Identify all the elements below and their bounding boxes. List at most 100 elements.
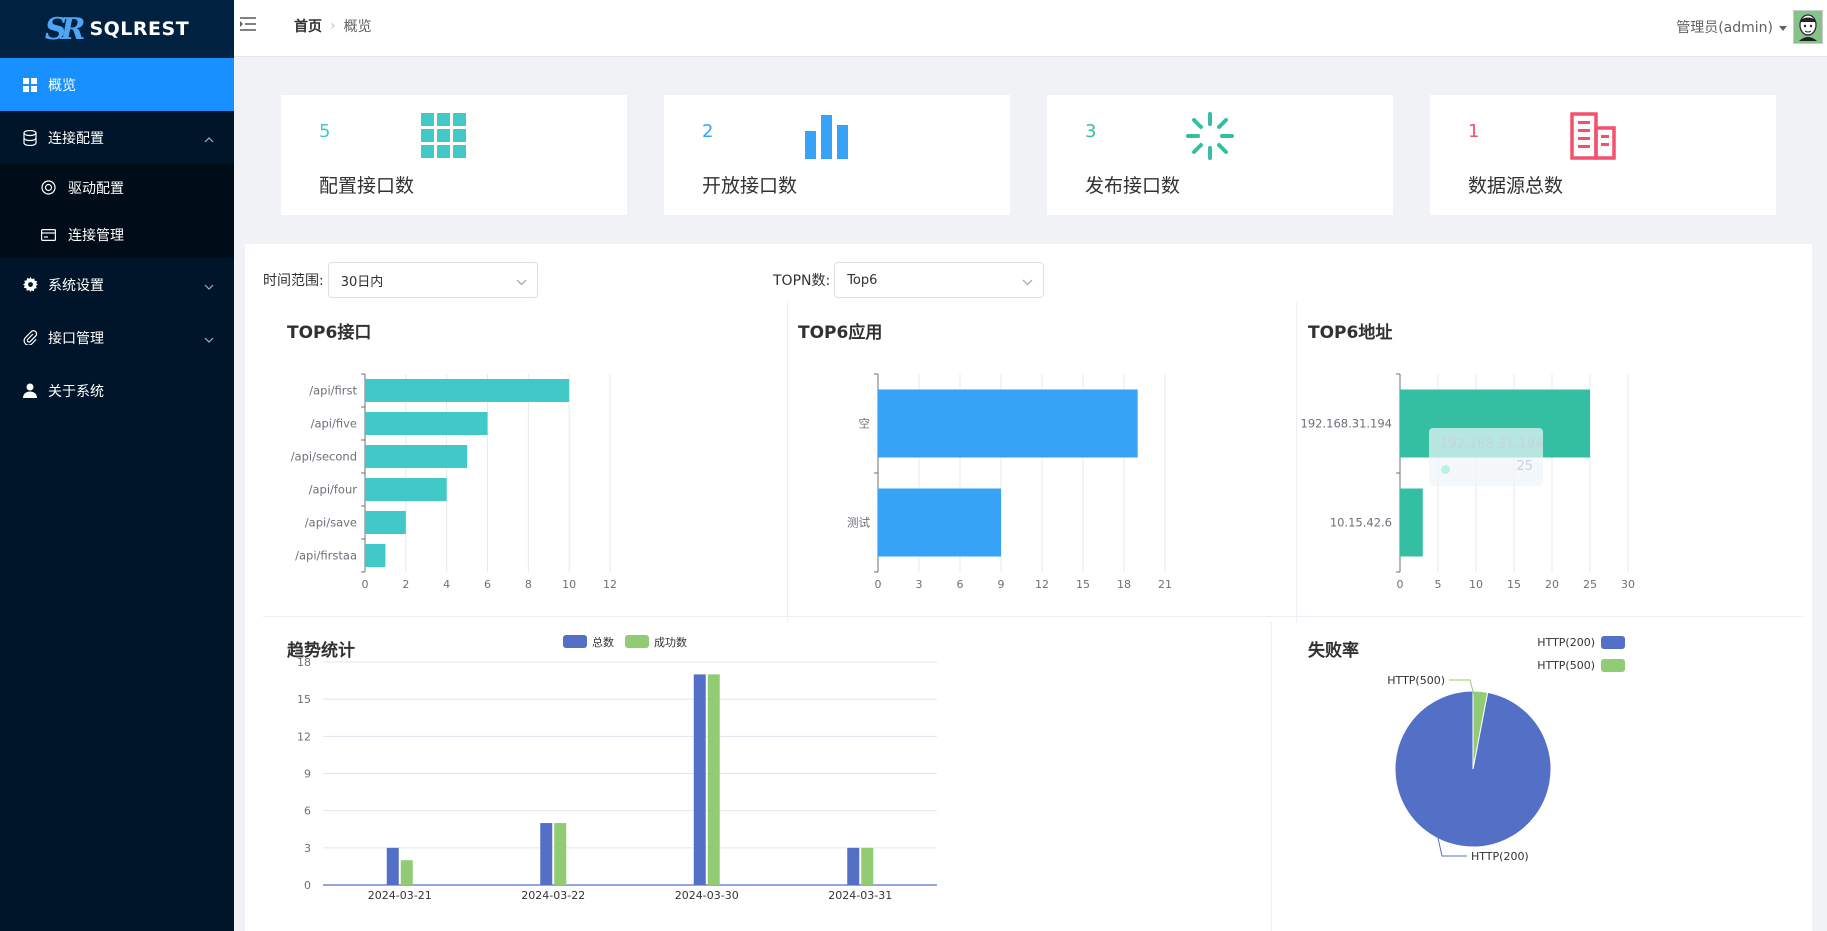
chevron-down-icon	[204, 331, 214, 347]
y-tick-label: 15	[297, 693, 311, 706]
y-tick-label: 空	[859, 417, 871, 431]
chart-title-top-addr: TOP6地址	[1308, 323, 1393, 343]
x-tick-label: 15	[1507, 578, 1521, 591]
sidebar-item-connection-config[interactable]: 连接配置	[0, 111, 234, 164]
top-addr-chart: 0 5 10 15 20 25 30 192.168.31.194 10.15.42.6	[1301, 373, 1635, 591]
topn-value: Top6	[847, 272, 878, 288]
breadcrumb-home[interactable]: 首页	[294, 19, 322, 35]
stat-card-open-apis: 2 开放接口数	[664, 95, 1010, 215]
breadcrumb-current: 概览	[343, 19, 372, 35]
x-tick-label: 4	[443, 578, 450, 591]
logo-mark: SR	[44, 11, 86, 47]
app-name: SQLREST	[89, 18, 190, 40]
pie-label: HTTP(500)	[1387, 674, 1445, 687]
top-api-chart: 0 2 4 6 8 10 12/api/first/api/five/api/second /…	[291, 373, 617, 591]
divider	[1296, 302, 1297, 622]
sidebar-item-label: 驱动配置	[68, 180, 124, 197]
y-tick-label: 18	[297, 656, 311, 669]
y-tick-label: /api/four	[309, 483, 358, 497]
x-tick-label: 25	[1583, 578, 1597, 591]
stat-value: 3	[1085, 121, 1097, 142]
bar	[1400, 488, 1423, 557]
bar	[400, 860, 413, 885]
time-range-label: 时间范围:	[263, 273, 324, 289]
sidebar-item-label: 系统设置	[48, 277, 104, 294]
legend-label: 成功数	[654, 636, 687, 649]
legend-label: HTTP(500)	[1537, 659, 1595, 672]
stat-label: 发布接口数	[1085, 175, 1181, 197]
y-tick-label: /api/five	[311, 417, 357, 431]
x-tick-label: 9	[998, 578, 1005, 591]
sidebar-item-label: 连接配置	[48, 130, 104, 147]
x-tick-label: 8	[525, 578, 532, 591]
x-tick-label: 20	[1545, 578, 1559, 591]
y-tick-label: 3	[304, 842, 311, 855]
topn-label: TOPN数:	[773, 273, 831, 289]
time-range-filter: 时间范围: 30日内	[263, 262, 538, 298]
y-tick-label: 0	[304, 879, 311, 892]
x-tick-label: 30	[1621, 578, 1635, 591]
sidebar-item-label: 接口管理	[48, 330, 104, 347]
bar	[693, 674, 706, 885]
bar	[878, 389, 1138, 458]
y-tick-label: /api/firstaa	[295, 549, 357, 563]
user-menu[interactable]: 管理员(admin)	[1676, 10, 1823, 44]
x-tick-label: 0	[1397, 578, 1404, 591]
x-tick-label: 6	[484, 578, 491, 591]
x-tick-label: 0	[362, 578, 369, 591]
bar	[365, 544, 386, 567]
stat-card-datasources: 1 数据源总数	[1430, 95, 1776, 215]
bar	[847, 847, 860, 885]
divider	[263, 616, 1803, 617]
y-tick-label: 测试	[847, 516, 870, 530]
app-logo[interactable]: SR SQLREST	[0, 0, 234, 58]
building-icon	[1570, 112, 1616, 160]
sidebar-item-about[interactable]: 关于系统	[0, 364, 234, 417]
user-name: 管理员(admin)	[1676, 20, 1773, 36]
x-tick-label: 12	[1035, 578, 1049, 591]
x-tick-label: 6	[957, 578, 964, 591]
dashboard-icon	[22, 77, 38, 93]
divider	[1271, 622, 1272, 931]
x-tick-label: 21	[1158, 578, 1172, 591]
breadcrumb: 首页 › 概览	[294, 16, 372, 36]
hamburger-icon[interactable]	[240, 16, 258, 36]
bar	[365, 478, 447, 501]
bar	[365, 412, 488, 435]
gear-icon	[22, 277, 38, 293]
sidebar-item-overview[interactable]: 概览	[0, 58, 234, 111]
topn-select[interactable]: Top6	[834, 262, 1045, 298]
bar	[707, 674, 720, 885]
tooltip-value: 25	[1516, 459, 1533, 474]
x-tick-label: 0	[875, 578, 882, 591]
pie-label: HTTP(200)	[1471, 850, 1529, 863]
sidebar-subitem-driver-config[interactable]: 驱动配置	[0, 164, 234, 211]
stat-value: 2	[702, 121, 714, 142]
leader-line	[1449, 679, 1475, 696]
trend-chart: 0 3 6 9 12 15 18 2024-03-21 2024-03-22 2024-03-30…	[297, 635, 937, 902]
chart-title-fail-rate: 失败率	[1308, 641, 1359, 661]
x-tick-label: 2024-03-31	[828, 889, 892, 902]
top-header: 首页 › 概览 管理员(admin)	[234, 0, 1827, 57]
sidebar-item-api-manage[interactable]: 接口管理	[0, 311, 234, 364]
spinner-icon	[1186, 112, 1234, 160]
sidebar-item-system-settings[interactable]: 系统设置	[0, 258, 234, 311]
chevron-down-icon	[516, 275, 527, 290]
x-tick-label: 5	[1435, 578, 1442, 591]
fail-rate-chart: HTTP(200) HTTP(500) HTTP(200) HTTP(500)	[1387, 636, 1625, 863]
avatar[interactable]	[1793, 10, 1823, 44]
time-range-select[interactable]: 30日内	[327, 262, 538, 298]
stat-label: 数据源总数	[1468, 175, 1564, 197]
chart-tooltip: 192.168.31.194 25	[1429, 428, 1543, 486]
stat-value: 1	[1468, 121, 1480, 142]
sidebar-item-label: 关于系统	[48, 383, 104, 400]
y-tick-label: 12	[297, 730, 311, 743]
x-tick-label: 2	[402, 578, 409, 591]
bar	[386, 847, 399, 885]
chevron-down-icon	[1022, 275, 1033, 290]
chart-title-top-app: TOP6应用	[798, 323, 883, 343]
sidebar-subitem-connection-manage[interactable]: 连接管理	[0, 211, 234, 258]
y-tick-label: 10.15.42.6	[1330, 516, 1392, 530]
connection-icon	[40, 227, 56, 243]
legend-swatch	[1601, 659, 1625, 672]
